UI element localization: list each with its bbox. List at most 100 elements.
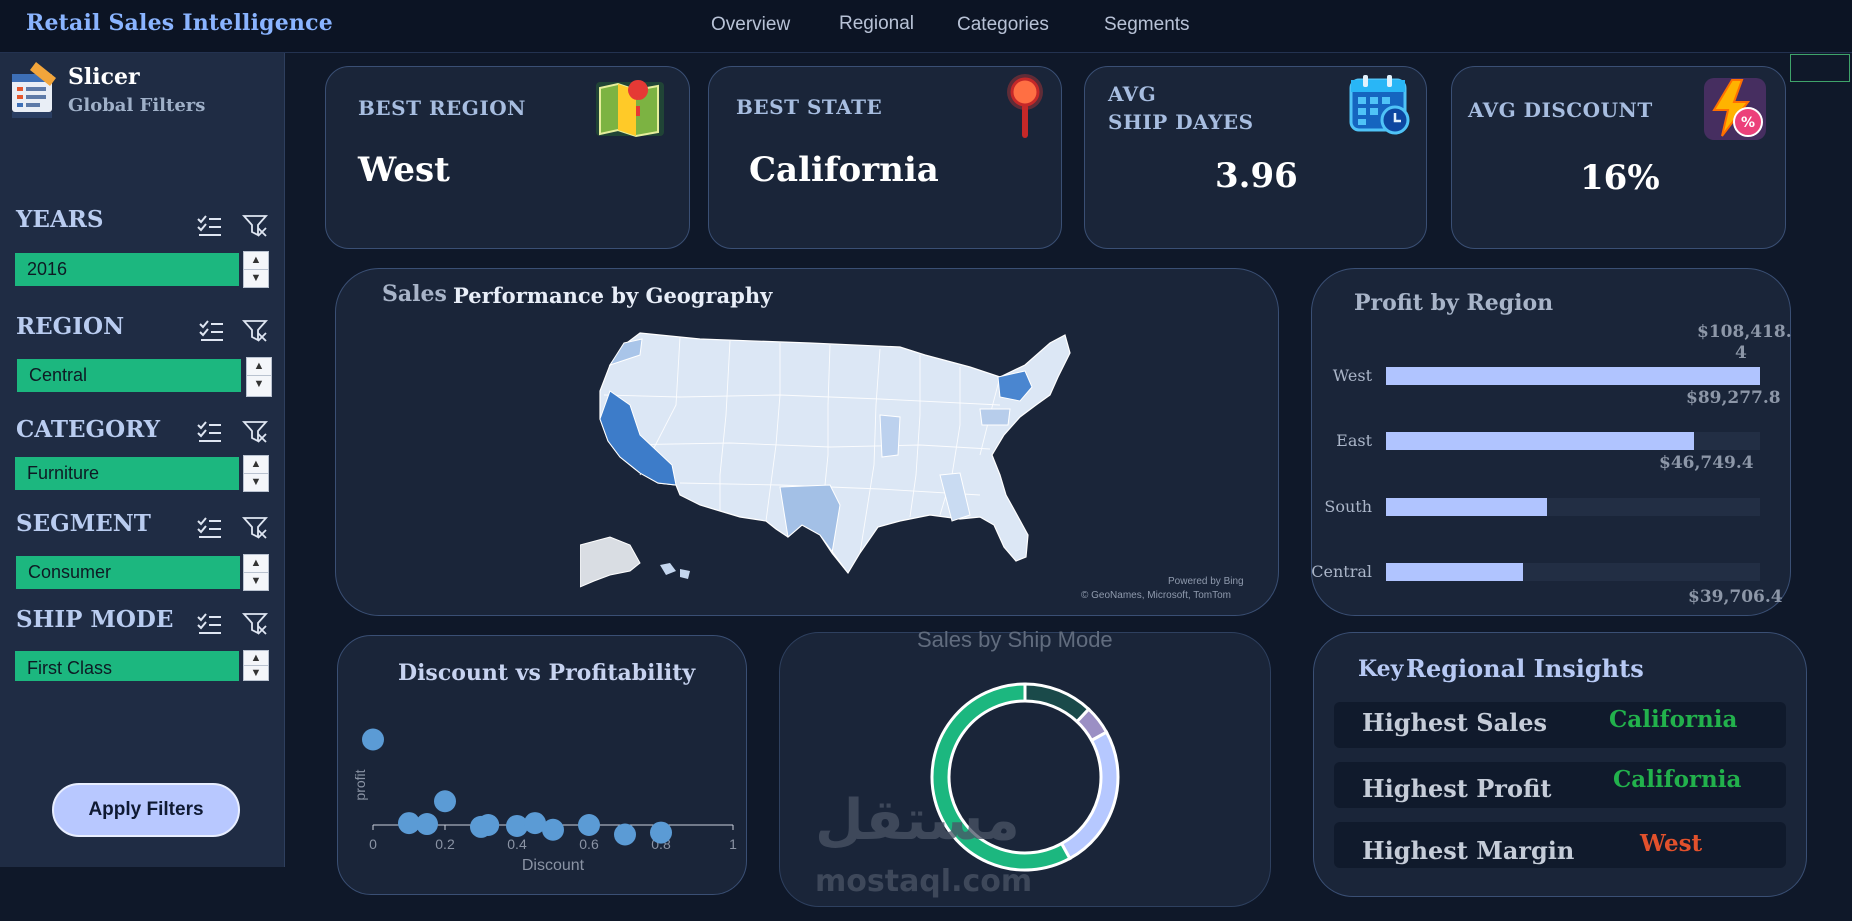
insight-value: California — [1609, 706, 1738, 733]
segment-spinner[interactable]: ▲ ▼ — [243, 554, 269, 591]
insight-row-highest-profit: Highest Profit California — [1334, 762, 1786, 808]
multi-select-icon[interactable] — [198, 319, 224, 343]
scatter-point[interactable] — [506, 814, 528, 837]
app-title: Retail Sales Intelligence — [26, 10, 333, 36]
scatter-title: Discount vs Profitability — [398, 660, 696, 686]
watermark-latin: mostaql.com — [815, 864, 1033, 899]
clear-filter-icon[interactable] — [242, 612, 268, 636]
calendar-icon — [1349, 75, 1410, 135]
us-choropleth-map[interactable] — [580, 325, 1080, 605]
bar-label-south: South — [1324, 497, 1372, 516]
kpi-value-avg-ship-days: 3.96 — [1215, 156, 1298, 196]
x-tick-label: 0.4 — [507, 836, 527, 852]
filter-label-ship-mode: SHIP MODE — [16, 606, 174, 633]
nav-regional[interactable]: Regional — [839, 13, 914, 34]
insight-row-highest-margin: Highest Margin West — [1334, 822, 1786, 868]
bar-west[interactable] — [1386, 367, 1760, 385]
filter-value-years[interactable]: 2016 — [15, 253, 239, 286]
map-credit-line1: Powered by Bing — [1168, 576, 1244, 587]
pin-icon — [1007, 74, 1043, 138]
scatter-point[interactable] — [614, 823, 636, 846]
clear-filter-icon[interactable] — [242, 420, 268, 444]
svg-text:%: % — [1741, 115, 1755, 131]
bar-value-label-cont: 4 — [1735, 343, 1747, 363]
bar-label-central: Central — [1311, 562, 1372, 581]
bar-south[interactable] — [1386, 498, 1548, 516]
scatter-point[interactable] — [578, 814, 600, 836]
ship-mode-spinner[interactable]: ▲ ▼ — [243, 650, 269, 681]
insights-title-b: Regional Insights — [1406, 654, 1644, 683]
kpi-label-avg-ship-days-1: AVG — [1108, 82, 1157, 106]
scatter-point[interactable] — [362, 728, 384, 751]
insight-label: Highest Sales — [1362, 708, 1548, 737]
slicer-icon — [12, 62, 56, 118]
bar-label-east: East — [1336, 431, 1372, 450]
kpi-label-avg-discount: AVG DISCOUNT — [1468, 98, 1653, 122]
filter-value-ship-mode[interactable]: First Class — [15, 651, 239, 681]
bar-label-west: West — [1332, 366, 1372, 385]
x-tick-label: 0 — [369, 836, 377, 852]
filter-value-region[interactable]: Central — [17, 359, 241, 392]
donut-title: Sales by Ship Mode — [917, 627, 1113, 652]
map-title-b: Performance by Geography — [453, 283, 773, 308]
filter-label-years: YEARS — [16, 206, 104, 233]
clear-filter-icon[interactable] — [242, 214, 268, 238]
y-axis-label: profit — [352, 769, 368, 800]
kpi-card-best-state — [708, 66, 1062, 249]
x-tick-label: 0.2 — [435, 836, 455, 852]
bar-central[interactable] — [1386, 563, 1523, 581]
kpi-value-avg-discount: 16% — [1580, 158, 1660, 198]
scatter-point[interactable] — [434, 790, 456, 813]
insight-value: West — [1640, 830, 1703, 857]
scatter-point[interactable] — [650, 821, 672, 844]
profit-card-title: Profit by Region — [1354, 290, 1554, 316]
slicer-subtitle: Global Filters — [68, 95, 206, 116]
kpi-label-best-region: BEST REGION — [358, 96, 526, 120]
insight-label: Highest Profit — [1362, 774, 1552, 803]
top-bar: Retail Sales Intelligence Overview Regio… — [0, 0, 1852, 53]
nav-segments[interactable]: Segments — [1104, 14, 1190, 35]
discount-icon: % — [1704, 78, 1766, 140]
donut-slice[interactable] — [930, 682, 1072, 872]
nav-categories[interactable]: Categories — [957, 14, 1049, 35]
bar-value-label: $39,706.4 — [1688, 587, 1783, 607]
bar-value-label: $46,749.4 — [1659, 453, 1754, 473]
scatter-point[interactable] — [416, 813, 438, 836]
donut-slice[interactable] — [1059, 730, 1120, 861]
kpi-label-best-state: BEST STATE — [736, 95, 883, 119]
multi-select-icon[interactable] — [196, 516, 222, 540]
bar-value-label: $108,418. — [1697, 322, 1792, 342]
insight-label: Highest Margin — [1362, 836, 1575, 865]
map-credit-line2: © GeoNames, Microsoft, TomTom — [1081, 590, 1231, 601]
insight-value: California — [1613, 766, 1742, 793]
insight-row-highest-sales: Highest Sales California — [1334, 702, 1786, 748]
filter-value-category[interactable]: Furniture — [15, 457, 239, 490]
years-spinner[interactable]: ▲ ▼ — [243, 251, 269, 288]
ship-mode-donut[interactable] — [920, 672, 1130, 882]
kpi-label-avg-ship-days-2: SHIP DAYES — [1108, 110, 1254, 134]
category-spinner[interactable]: ▲ ▼ — [243, 455, 269, 492]
region-spinner[interactable]: ▲ ▼ — [246, 357, 272, 397]
scatter-point[interactable] — [542, 818, 564, 841]
clear-filter-icon[interactable] — [242, 516, 268, 540]
nav-overview[interactable]: Overview — [711, 14, 791, 35]
kpi-value-best-state: California — [749, 150, 939, 190]
map-title-a: Sales — [382, 281, 447, 307]
map-icon — [596, 80, 664, 138]
apply-filters-button[interactable]: Apply Filters — [52, 783, 240, 837]
scatter-point[interactable] — [398, 812, 420, 835]
donut-slice[interactable] — [1023, 682, 1091, 724]
scatter-point[interactable] — [524, 812, 546, 835]
filter-label-segment: SEGMENT — [16, 510, 151, 537]
multi-select-icon[interactable] — [196, 612, 222, 636]
watermark-arabic: مستقل — [815, 788, 1020, 853]
clear-filter-icon[interactable] — [242, 319, 268, 343]
scatter-point[interactable] — [477, 814, 500, 836]
filter-label-category: CATEGORY — [16, 416, 161, 443]
slicer-title: Slicer — [68, 64, 140, 90]
multi-select-icon[interactable] — [196, 420, 222, 444]
filter-value-segment[interactable]: Consumer — [16, 556, 240, 589]
bar-east[interactable] — [1386, 432, 1694, 450]
multi-select-icon[interactable] — [196, 214, 222, 238]
